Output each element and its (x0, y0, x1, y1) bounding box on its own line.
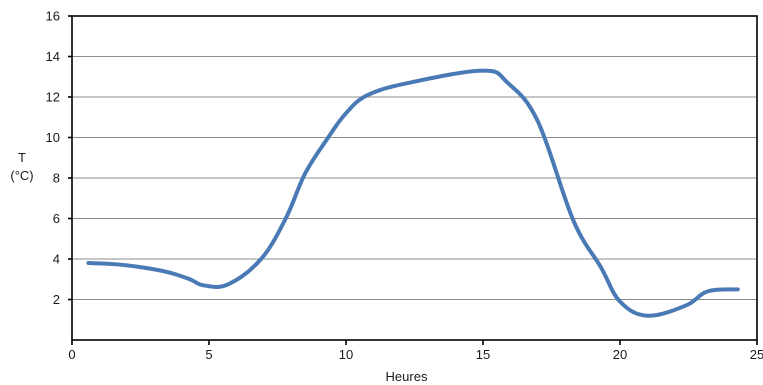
y-tick-label-14: 14 (46, 49, 60, 64)
y-tick-label-12: 12 (46, 90, 60, 105)
x-tick-label-0: 0 (68, 347, 75, 362)
y-tick-label-2: 2 (53, 292, 60, 307)
x-tick-label-15: 15 (476, 347, 490, 362)
y-axis-title-line-2: (°C) (10, 168, 33, 183)
y-tick-label-10: 10 (46, 130, 60, 145)
y-tick-label-6: 6 (53, 211, 60, 226)
temperature-series-line-0 (86, 68, 740, 318)
ticks-layer: 2 4 6 8 10 12 14 16 0 5 10 15 20 25 (46, 9, 763, 363)
y-tick-label-16: 16 (46, 9, 60, 24)
y-tick-label-4: 4 (53, 252, 60, 267)
y-tick-label-8: 8 (53, 171, 60, 186)
x-axis-title: Heures (386, 369, 428, 384)
x-tick-label-5: 5 (205, 347, 212, 362)
series-layer (86, 68, 740, 318)
x-tick-label-20: 20 (613, 347, 627, 362)
x-tick-label-25: 25 (750, 347, 763, 362)
x-tick-label-10: 10 (339, 347, 353, 362)
y-axis-title-line-1: T (18, 150, 26, 165)
labels-layer: T (°C) Heures (10, 150, 428, 384)
grid-layer (72, 56, 757, 300)
